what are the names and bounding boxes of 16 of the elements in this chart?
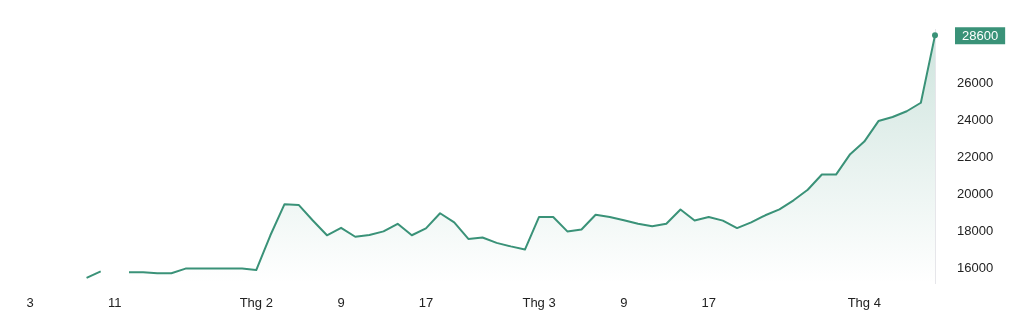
- y-tick-label: 26000: [957, 75, 994, 91]
- y-tick-label: 22000: [957, 149, 994, 165]
- y-tick-label: 16000: [957, 260, 994, 276]
- x-tick-label: 17: [701, 294, 716, 310]
- x-tick-label: Thg 2: [239, 294, 273, 310]
- x-tick-label: 17: [418, 294, 434, 310]
- x-tick-label: 9: [337, 294, 345, 310]
- y-tick-label: 18000: [957, 223, 994, 239]
- y-tick-label: 24000: [957, 112, 994, 128]
- x-tick-label: 11: [108, 294, 122, 310]
- x-tick-label: 9: [620, 294, 628, 310]
- x-tick-label: 3: [26, 294, 34, 310]
- y-tick-label: 20000: [957, 186, 994, 202]
- x-tick-label: Thg 4: [847, 294, 881, 310]
- x-tick-label: Thg 3: [522, 294, 556, 310]
- text: 28600: [962, 27, 999, 43]
